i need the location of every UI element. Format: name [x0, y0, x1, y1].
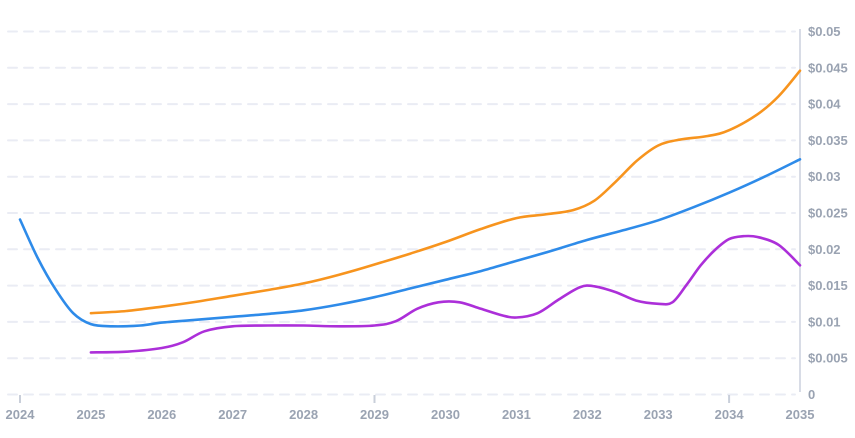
x-axis-label: 2030: [431, 407, 460, 422]
y-axis-label: $0.03: [808, 169, 841, 184]
blue-line-series[interactable]: [18, 158, 802, 328]
y-axis-label: $0.025: [808, 206, 848, 221]
x-axis-label: 2033: [644, 407, 673, 422]
x-axis-label: 2032: [573, 407, 602, 422]
x-axis-label: 2027: [218, 407, 247, 422]
x-axis-label: 2034: [715, 407, 745, 422]
x-axis-label: 2031: [502, 407, 531, 422]
orange-line-series[interactable]: [89, 69, 802, 315]
x-axis-label: 2026: [147, 407, 176, 422]
y-axis-label: $0.05: [808, 24, 841, 39]
x-axis-label: 2029: [360, 407, 389, 422]
x-axis-label: 2025: [76, 407, 105, 422]
y-axis-label: $0.045: [808, 60, 848, 75]
y-axis-label: 0: [808, 387, 815, 402]
x-axis-label: 2024: [6, 407, 36, 422]
y-axis-label: $0.04: [808, 97, 841, 112]
y-axis-label: $0.035: [808, 133, 848, 148]
x-axis-label: 2035: [786, 407, 815, 422]
x-axis-label: 2028: [289, 407, 318, 422]
y-axis-label: $0.01: [808, 314, 841, 329]
y-axis-label: $0.005: [808, 351, 848, 366]
y-axis-label: $0.015: [808, 278, 848, 293]
y-axis-label: $0.02: [808, 242, 841, 257]
purple-line-series[interactable]: [89, 234, 802, 354]
